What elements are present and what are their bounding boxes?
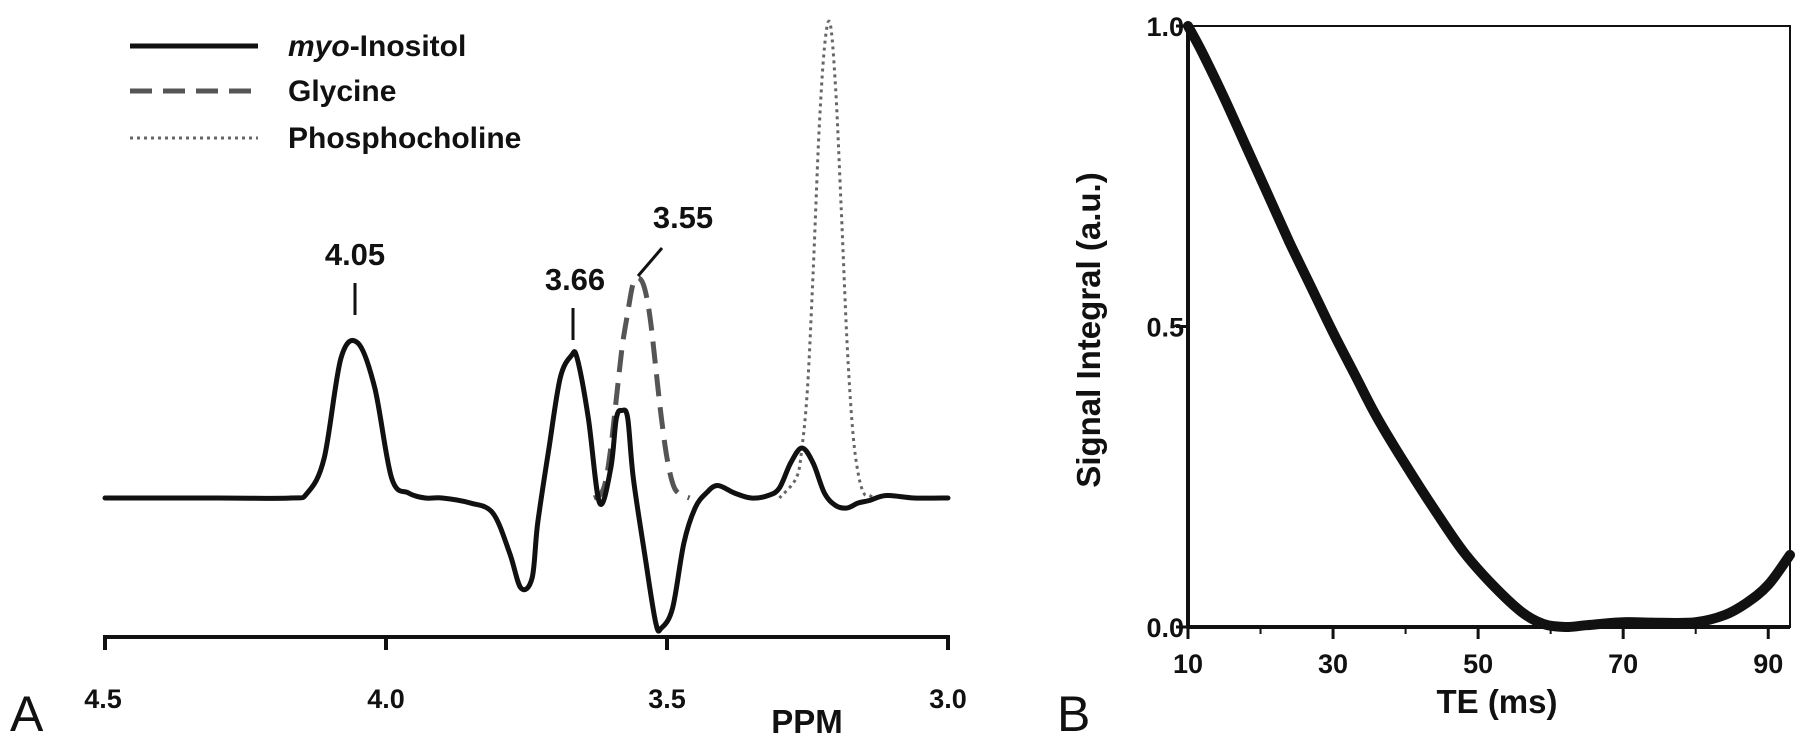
series-line-myo-inositol [102,337,951,634]
peak-label: 3.66 [545,262,605,297]
y-ticks: 0.0 0.5 1.0 [1146,12,1188,643]
x-tick-label: 3.5 [648,684,686,714]
x-tick-label: 4.5 [84,684,122,714]
x-axis-title: PPM [771,703,843,740]
peak-labels: 4.05 3.66 3.55 [325,200,713,340]
y-tick-label: 0.0 [1146,613,1184,643]
x-tick-label: 10 [1173,649,1203,679]
x-tick-label: 70 [1608,649,1638,679]
peak-leader-line [636,247,664,277]
x-ticks: 10 30 50 70 90 [1173,627,1783,679]
series-line-signal [1183,21,1795,633]
plot-frame [1187,25,1791,628]
legend: myo-Inositol Glycine Phosphocholine [130,30,521,155]
series-line-phosphocholine [778,19,876,500]
panel-label-b: B [1057,686,1090,742]
legend-entry: Glycine [288,75,396,108]
legend-entry: myo-Inositol [288,30,466,63]
x-axis-title: TE (ms) [1436,683,1557,720]
peak-label: 4.05 [325,237,385,272]
legend-entry: Phosphocholine [288,122,521,155]
panel-label-a: A [10,686,44,742]
peak-label: 3.55 [653,200,713,235]
x-tick-label: 50 [1463,649,1493,679]
panel-a-chart: myo-Inositol Glycine Phosphocholine 4.5 4.0… [10,19,967,742]
x-tick-label: 90 [1753,649,1783,679]
x-tick-label: 3.0 [929,684,967,714]
x-tick-label: 30 [1318,649,1348,679]
x-tick-label: 4.0 [367,684,405,714]
y-tick-label: 0.5 [1146,313,1184,343]
y-axis-title: Signal Integral (a.u.) [1070,172,1107,487]
x-ticks: 4.5 4.0 3.5 3.0 [84,635,967,714]
panel-b-chart: 10 30 50 70 90 0.0 0.5 1.0 TE (ms) Signal Inte… [1057,12,1795,742]
y-tick-label: 1.0 [1146,12,1184,42]
series-group [1183,21,1795,633]
series-line-glycine [592,275,691,501]
series-group [102,19,951,634]
